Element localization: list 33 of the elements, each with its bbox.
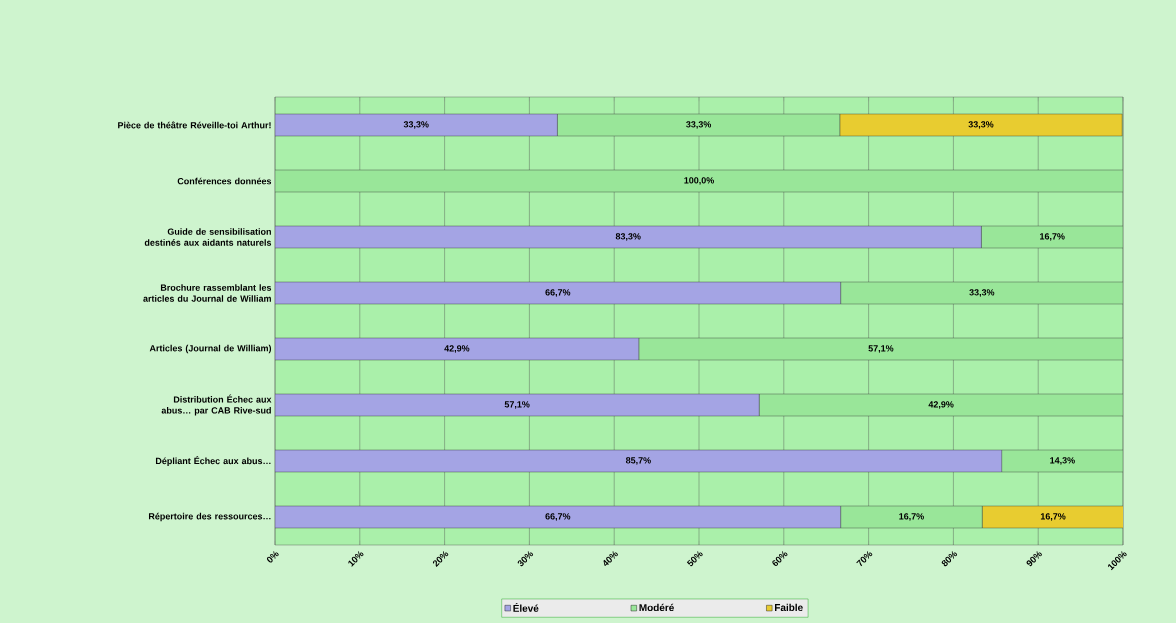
legend-label: Élevé	[513, 602, 539, 612]
x-tick-label: 60%	[772, 551, 788, 566]
data-label: 16,7%	[899, 513, 924, 521]
y-tick-label: Répertoire des ressources…	[148, 512, 271, 522]
data-label: 33,3%	[403, 121, 429, 129]
data-label: 42,9%	[928, 401, 954, 409]
data-label: 66,7%	[545, 289, 571, 297]
y-tick-label: Conférences données	[177, 177, 272, 185]
x-tick-label: 0%	[266, 551, 279, 563]
data-label: 16,7%	[1040, 513, 1066, 521]
data-label: 16,7%	[1040, 233, 1065, 241]
data-label: 33,3%	[969, 289, 995, 297]
y-tick-label: Pièce de théâtre Réveille-toi Arthur!	[118, 121, 271, 129]
legend-label: Faible	[775, 603, 803, 612]
x-tick-label: 50%	[686, 551, 703, 567]
x-tick-label: 70%	[856, 551, 873, 567]
data-label: 57,1%	[504, 401, 530, 409]
y-tick-label: Dépliant Échec aux abus…	[155, 456, 271, 466]
y-tick-label: Brochure rassemblant les articles du Journal de William	[143, 284, 272, 302]
data-label: 83,3%	[615, 233, 641, 241]
data-label: 42,9%	[444, 345, 470, 353]
data-label: 57,1%	[868, 345, 894, 353]
x-tick-label: 40%	[603, 551, 618, 567]
data-label: 33,3%	[686, 121, 712, 129]
data-label: 85,7%	[625, 457, 651, 465]
legend-label: Modéré	[639, 603, 674, 612]
y-tick-label: Articles (Journal de William)	[149, 344, 272, 354]
y-tick-label: Guide de sensibilisation destinés aux aidants naturels	[144, 228, 272, 246]
data-label: 33,3%	[968, 121, 994, 129]
y-tick-label: Distribution Échec aux abus… par CAB Rive-sud	[161, 394, 272, 416]
data-label: 14,3%	[1050, 457, 1075, 465]
data-label: 100,0%	[684, 177, 714, 185]
data-label: 66,7%	[545, 513, 571, 521]
